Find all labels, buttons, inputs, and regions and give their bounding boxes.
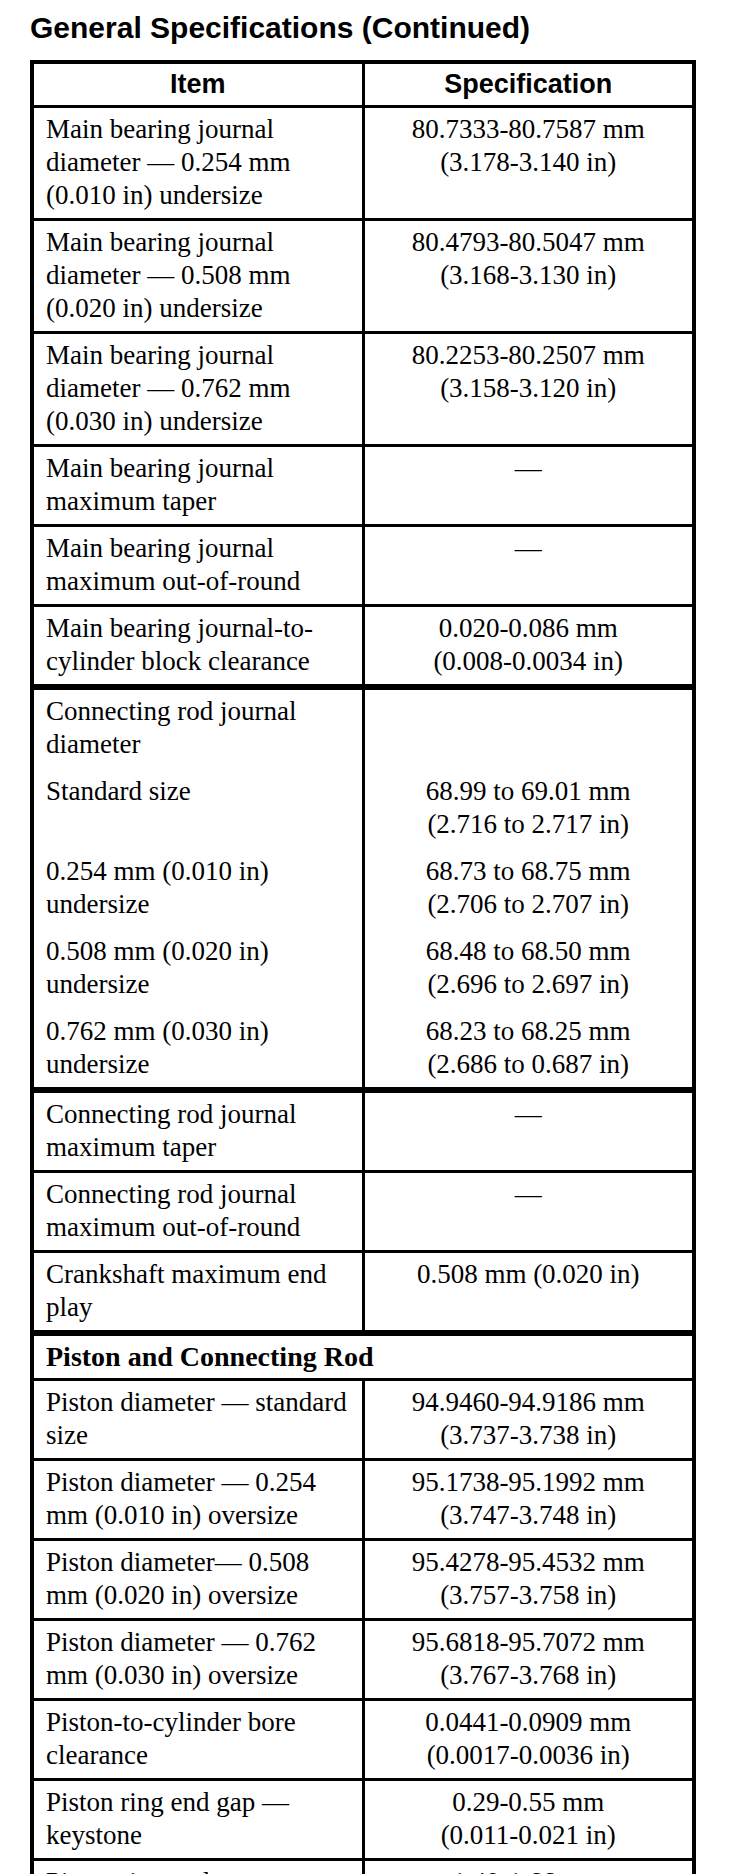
spec-cell: — <box>363 1090 694 1172</box>
table-header-row: Item Specification <box>32 62 694 107</box>
item-cell: Piston diameter— 0.508 mm (0.020 in) ove… <box>32 1540 363 1620</box>
spec-cell: 0.020-0.086 mm (0.008-0.0034 in) <box>363 606 694 688</box>
table-row: Piston diameter — standard size94.9460-9… <box>32 1380 694 1460</box>
spec-cell: 0.508 mm (0.020 in) <box>363 1252 694 1334</box>
table-row: Piston diameter — 0.762 mm (0.030 in) ov… <box>32 1620 694 1700</box>
table-row: Main bearing journal maximum out-of-roun… <box>32 526 694 606</box>
spec-cell: 68.99 to 69.01 mm (2.716 to 2.717 in) <box>363 768 694 848</box>
spec-cell: 0.29-0.55 mm (0.011-0.021 in) <box>363 1780 694 1860</box>
page-title: General Specifications (Continued) <box>30 12 736 44</box>
table-row: Connecting rod journal maximum out-of-ro… <box>32 1172 694 1252</box>
spec-cell: 95.6818-95.7072 mm (3.767-3.768 in) <box>363 1620 694 1700</box>
table-group-subrow: 0.762 mm (0.030 in) undersize68.23 to 68… <box>32 1008 694 1090</box>
specifications-table: Item Specification Main bearing journal … <box>30 60 696 1874</box>
spec-cell: 95.4278-95.4532 mm (3.757-3.758 in) <box>363 1540 694 1620</box>
item-cell: Main bearing journal diameter — 0.254 mm… <box>32 107 363 220</box>
spec-cell: 68.23 to 68.25 mm (2.686 to 0.687 in) <box>363 1008 694 1090</box>
spec-cell: 1.40-1.66 mm (0.055-0.065 in) <box>363 1860 694 1874</box>
spec-cell: 68.48 to 68.50 mm (2.696 to 2.697 in) <box>363 928 694 1008</box>
item-cell: Standard size <box>32 768 363 848</box>
column-header-specification: Specification <box>363 62 694 107</box>
item-cell: Connecting rod journal diameter <box>32 687 363 768</box>
table-body: Main bearing journal diameter — 0.254 mm… <box>32 107 694 1874</box>
spec-cell: — <box>363 526 694 606</box>
spec-cell: 94.9460-94.9186 mm (3.737-3.738 in) <box>363 1380 694 1460</box>
spec-cell <box>363 687 694 768</box>
item-cell: Piston diameter — 0.254 mm (0.010 in) ov… <box>32 1460 363 1540</box>
table-row: Main bearing journal-to-cylinder block c… <box>32 606 694 688</box>
table-group-subrow: Standard size68.99 to 69.01 mm (2.716 to… <box>32 768 694 848</box>
table-group-subrow: 0.254 mm (0.010 in) undersize68.73 to 68… <box>32 848 694 928</box>
table-row: Main bearing journal diameter — 0.254 mm… <box>32 107 694 220</box>
spec-cell: 95.1738-95.1992 mm (3.747-3.748 in) <box>363 1460 694 1540</box>
table-group-subrow: Connecting rod journal diameter <box>32 687 694 768</box>
spec-cell: 68.73 to 68.75 mm (2.706 to 2.707 in) <box>363 848 694 928</box>
item-cell: Main bearing journal maximum out-of-roun… <box>32 526 363 606</box>
item-cell: Main bearing journal diameter — 0.762 mm… <box>32 333 363 446</box>
column-header-item: Item <box>32 62 363 107</box>
table-row: Main bearing journal maximum taper— <box>32 446 694 526</box>
item-cell: Piston diameter — standard size <box>32 1380 363 1460</box>
item-cell: Piston diameter — 0.762 mm (0.030 in) ov… <box>32 1620 363 1700</box>
item-cell: 0.254 mm (0.010 in) undersize <box>32 848 363 928</box>
table-row: Piston diameter — 0.254 mm (0.010 in) ov… <box>32 1460 694 1540</box>
item-cell: Main bearing journal diameter — 0.508 mm… <box>32 220 363 333</box>
item-cell: Crankshaft maximum end play <box>32 1252 363 1334</box>
table-row: Connecting rod journal maximum taper— <box>32 1090 694 1172</box>
item-cell: Main bearing journal maximum taper <box>32 446 363 526</box>
document-page: General Specifications (Continued) Item … <box>0 0 736 1874</box>
spec-cell: 80.4793-80.5047 mm (3.168-3.130 in) <box>363 220 694 333</box>
spec-cell: — <box>363 1172 694 1252</box>
spec-cell: 0.0441-0.0909 mm (0.0017-0.0036 in) <box>363 1700 694 1780</box>
table-row: Piston ring end gap — keystone0.29-0.55 … <box>32 1780 694 1860</box>
spec-cell: — <box>363 446 694 526</box>
item-cell: Main bearing journal-to-cylinder block c… <box>32 606 363 688</box>
section-header-row: Piston and Connecting Rod <box>32 1333 694 1380</box>
item-cell: 0.508 mm (0.020 in) undersize <box>32 928 363 1008</box>
item-cell: Connecting rod journal maximum taper <box>32 1090 363 1172</box>
spec-cell: 80.2253-80.2507 mm (3.158-3.120 in) <box>363 333 694 446</box>
item-cell: 0.762 mm (0.030 in) undersize <box>32 1008 363 1090</box>
item-cell: Piston ring end gap — intermediate compr… <box>32 1860 363 1874</box>
table-row: Main bearing journal diameter — 0.762 mm… <box>32 333 694 446</box>
table-row: Piston diameter— 0.508 mm (0.020 in) ove… <box>32 1540 694 1620</box>
table-row: Piston ring end gap — intermediate compr… <box>32 1860 694 1874</box>
item-cell: Piston ring end gap — keystone <box>32 1780 363 1860</box>
table-row: Piston-to-cylinder bore clearance0.0441-… <box>32 1700 694 1780</box>
item-cell: Connecting rod journal maximum out-of-ro… <box>32 1172 363 1252</box>
section-header-label: Piston and Connecting Rod <box>32 1333 694 1380</box>
item-cell: Piston-to-cylinder bore clearance <box>32 1700 363 1780</box>
spec-cell: 80.7333-80.7587 mm (3.178-3.140 in) <box>363 107 694 220</box>
table-row: Crankshaft maximum end play0.508 mm (0.0… <box>32 1252 694 1334</box>
table-group-subrow: 0.508 mm (0.020 in) undersize68.48 to 68… <box>32 928 694 1008</box>
table-row: Main bearing journal diameter — 0.508 mm… <box>32 220 694 333</box>
